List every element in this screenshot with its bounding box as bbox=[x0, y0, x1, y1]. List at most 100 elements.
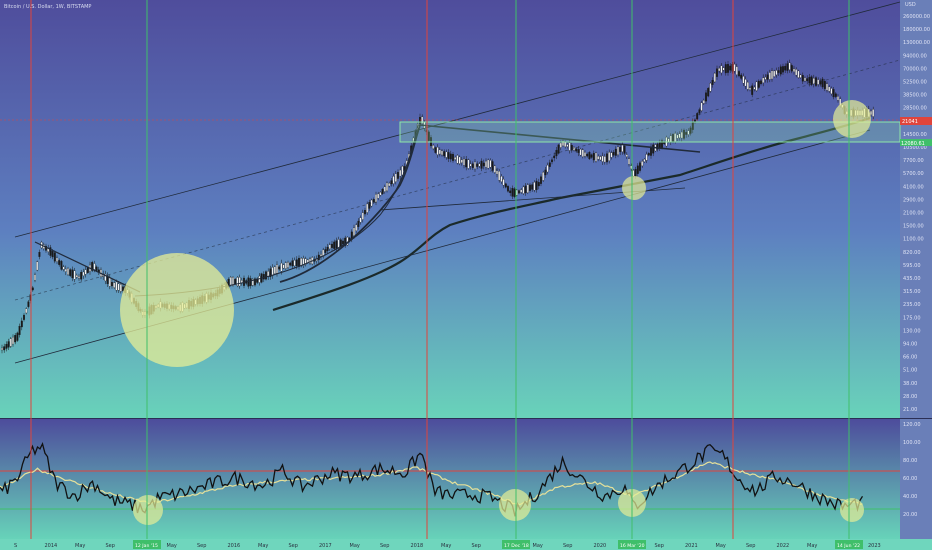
candle-body bbox=[31, 287, 34, 291]
candle-body bbox=[812, 78, 815, 85]
price-tick-label: 315.00 bbox=[903, 289, 921, 295]
candle-body bbox=[302, 258, 305, 266]
candle-body bbox=[872, 109, 875, 117]
candle-body bbox=[557, 144, 560, 154]
rsi-pane-background bbox=[0, 419, 900, 539]
candle-body bbox=[436, 147, 439, 155]
candle-body bbox=[804, 77, 806, 82]
time-tick-label: 2020 bbox=[594, 543, 607, 549]
candle-body bbox=[678, 133, 681, 139]
time-tick-label: 2014 bbox=[45, 543, 58, 549]
candle-body bbox=[452, 154, 454, 161]
candle-body bbox=[84, 269, 87, 275]
candle-body bbox=[80, 271, 83, 280]
candle-body bbox=[782, 66, 784, 73]
candle-body bbox=[276, 264, 278, 274]
candle-body bbox=[115, 281, 118, 291]
candle-body bbox=[531, 184, 534, 190]
time-highlight-label: 17 Dec '18 bbox=[504, 543, 529, 549]
candle-body bbox=[551, 159, 553, 163]
price-tick-label: 5700.00 bbox=[903, 171, 924, 177]
rsi-tick-label: 100.00 bbox=[903, 440, 921, 446]
rsi-highlight-2022 bbox=[840, 498, 864, 522]
candle-body bbox=[632, 170, 635, 177]
candle-body bbox=[111, 282, 113, 287]
candle-body bbox=[786, 63, 789, 71]
candle-body bbox=[49, 247, 52, 256]
candle-body bbox=[566, 144, 569, 147]
price-axis[interactable]: 260000.00 180000.00 130000.00 94000.00 70000… bbox=[903, 14, 930, 413]
candle-body bbox=[740, 74, 743, 79]
price-tick-label: 180000.00 bbox=[903, 27, 930, 33]
candle-body bbox=[251, 278, 254, 286]
candle-body bbox=[487, 159, 490, 169]
candle-body bbox=[372, 199, 375, 203]
candle-body bbox=[51, 251, 54, 258]
time-highlight-label: 12 Jan '15 bbox=[135, 543, 158, 549]
candle-body bbox=[707, 88, 710, 97]
candle-body bbox=[628, 158, 630, 165]
candle-body bbox=[720, 65, 723, 74]
candle-body bbox=[273, 266, 276, 274]
candle-body bbox=[12, 336, 14, 345]
candle-body bbox=[502, 179, 505, 186]
candle-body bbox=[390, 180, 393, 185]
candle-body bbox=[709, 83, 712, 92]
candle-body bbox=[601, 155, 604, 162]
candle-body bbox=[575, 148, 578, 152]
time-axis[interactable]: S2014MaySep2015MaySep2016MaySep2017MaySe… bbox=[14, 540, 881, 549]
candle-body bbox=[394, 173, 397, 182]
candle-body bbox=[553, 155, 556, 159]
candle-body bbox=[768, 72, 771, 80]
price-tick-label: 94000.00 bbox=[903, 53, 927, 59]
candle-body bbox=[542, 172, 545, 181]
candle-body bbox=[744, 79, 747, 87]
candle-body bbox=[467, 159, 470, 169]
rsi-axis[interactable]: 120.00 100.00 80.00 60.00 40.00 20.00 bbox=[903, 422, 921, 518]
candle-body bbox=[328, 244, 331, 250]
candle-body bbox=[526, 184, 529, 193]
candle-body bbox=[524, 185, 527, 194]
level-badge bbox=[900, 139, 932, 146]
candle-body bbox=[817, 79, 820, 85]
candle-body bbox=[645, 154, 648, 161]
candle-body bbox=[590, 154, 593, 158]
candle-body bbox=[298, 257, 300, 267]
candle-body bbox=[652, 144, 655, 154]
time-tick-label: S bbox=[14, 543, 17, 549]
candle-body bbox=[106, 275, 109, 284]
time-tick-label: May bbox=[807, 543, 817, 549]
candle-body bbox=[614, 148, 617, 156]
upper-channel-line bbox=[14, 1, 901, 238]
candle-body bbox=[469, 163, 472, 167]
candle-body bbox=[533, 182, 536, 191]
price-tick-label: 38500.00 bbox=[903, 93, 927, 99]
candle-body bbox=[23, 314, 25, 320]
candle-body bbox=[771, 70, 773, 80]
candle-body bbox=[386, 182, 388, 191]
candle-body bbox=[375, 194, 377, 203]
candle-body bbox=[766, 74, 769, 80]
price-tick-label: 51.00 bbox=[903, 368, 917, 374]
candle-body bbox=[830, 88, 833, 95]
time-highlight-label: 14 Jun '22 bbox=[837, 543, 860, 549]
price-tick-label: 435.00 bbox=[903, 276, 921, 282]
candle-body bbox=[729, 65, 732, 71]
candle-body bbox=[16, 332, 19, 341]
candle-body bbox=[262, 274, 265, 280]
candle-body bbox=[799, 74, 802, 78]
candle-body bbox=[581, 149, 584, 157]
highlight-circle-2020 bbox=[622, 176, 646, 200]
candle-body bbox=[711, 80, 714, 85]
candle-body bbox=[478, 163, 481, 167]
time-tick-label: Sep bbox=[380, 543, 389, 549]
candle-body bbox=[1, 347, 3, 351]
candle-body bbox=[438, 149, 441, 155]
rsi-tick-label: 40.00 bbox=[903, 494, 917, 500]
candle-body bbox=[504, 183, 507, 188]
candle-body bbox=[762, 77, 765, 83]
time-highlight-badge bbox=[133, 540, 161, 549]
candle-body bbox=[399, 169, 402, 177]
time-highlight-badge bbox=[835, 540, 863, 549]
